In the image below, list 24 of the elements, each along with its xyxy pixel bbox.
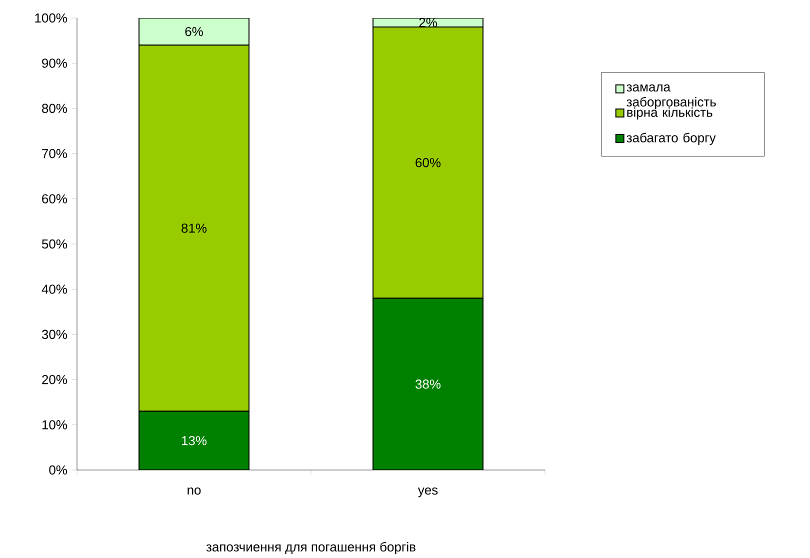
data-label: 13% bbox=[182, 436, 207, 446]
y-tick-label: 10% bbox=[42, 420, 67, 430]
y-tick-label: 40% bbox=[42, 284, 67, 294]
x-axis-title: запозчиення для погашення боргів bbox=[206, 542, 416, 554]
x-tick-label: no bbox=[188, 488, 201, 495]
y-tick-label: 60% bbox=[42, 194, 67, 204]
y-tick-label: 70% bbox=[42, 148, 67, 158]
y-tick-label: 30% bbox=[42, 330, 67, 339]
data-label: 6% bbox=[185, 26, 203, 36]
data-label: 81% bbox=[182, 224, 207, 233]
bar bbox=[138, 18, 250, 46]
y-tick-label: 90% bbox=[42, 58, 67, 68]
legend-label: вірна кількість bbox=[627, 107, 712, 120]
legend-label: забагато боргу bbox=[626, 132, 716, 145]
y-tick-label: 0% bbox=[49, 465, 67, 475]
bar bbox=[372, 298, 484, 470]
y-tick-label: 80% bbox=[42, 104, 67, 113]
y-tick-label: 20% bbox=[42, 374, 67, 384]
y-tick-label: 50% bbox=[42, 239, 67, 249]
bar bbox=[138, 410, 250, 470]
x-tick-label: yes bbox=[418, 488, 438, 498]
y-tick-label: 100% bbox=[35, 13, 67, 23]
data-label: 38% bbox=[415, 380, 441, 389]
data-label: 60% bbox=[416, 158, 441, 168]
